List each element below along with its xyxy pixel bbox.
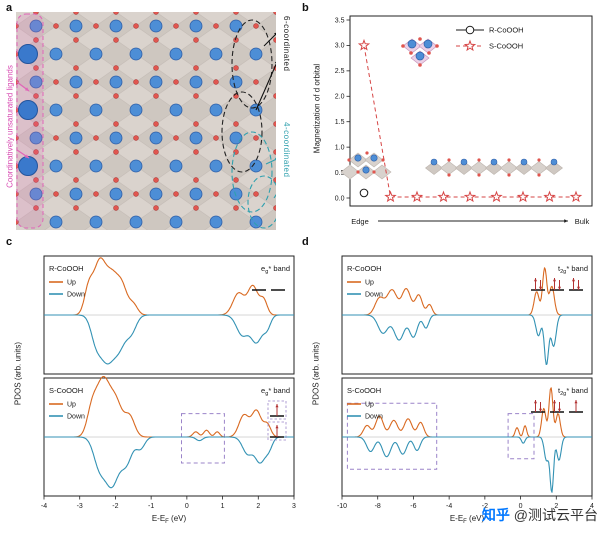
svg-text:-1: -1 xyxy=(148,503,154,510)
svg-text:2.5: 2.5 xyxy=(335,68,345,75)
svg-text:t2g* band: t2g* band xyxy=(558,264,588,275)
svg-text:Down: Down xyxy=(67,292,85,299)
svg-text:4: 4 xyxy=(590,503,594,510)
svg-text:Up: Up xyxy=(67,280,76,287)
panel-b-y-axis-label: Magnetization of d orbital xyxy=(312,63,322,154)
panel-c-pdos-chart: R-CoOOH Up Down eg* band S-CoOOH Up Down eg* ba… xyxy=(41,255,296,525)
svg-text:Up: Up xyxy=(365,280,374,287)
panel-a-six-coordinated-label: 6-coordinated xyxy=(282,16,291,72)
svg-text:0: 0 xyxy=(519,503,523,510)
svg-text:-2: -2 xyxy=(482,503,488,510)
svg-text:R-CoOOH: R-CoOOH xyxy=(347,264,382,273)
svg-text:2.0: 2.0 xyxy=(335,94,345,101)
svg-text:Bulk: Bulk xyxy=(575,217,590,226)
svg-text:0.5: 0.5 xyxy=(335,170,345,177)
svg-text:S-CoOOH: S-CoOOH xyxy=(49,386,83,395)
svg-text:Up: Up xyxy=(67,402,76,409)
svg-text:1.0: 1.0 xyxy=(335,144,345,151)
svg-text:t2g* band: t2g* band xyxy=(558,386,588,397)
panel-a-label: a xyxy=(6,2,13,14)
svg-text:S-CoOOH: S-CoOOH xyxy=(347,386,381,395)
panel-c-label: c xyxy=(6,236,13,248)
svg-text:-8: -8 xyxy=(375,503,381,510)
watermark: 知乎 @测试云平台 xyxy=(428,505,598,525)
svg-text:R-CoOOH: R-CoOOH xyxy=(489,26,524,35)
svg-text:0.0: 0.0 xyxy=(335,195,345,202)
svg-text:3.5: 3.5 xyxy=(335,17,345,24)
svg-text:Down: Down xyxy=(365,414,383,421)
svg-text:Down: Down xyxy=(365,292,383,299)
magnetization-plot: 0.0 0.5 1.0 1.5 2.0 2.5 3.0 3.5 R-CoOOH S-CoOOH Ed… xyxy=(335,15,593,226)
svg-text:eg* band: eg* band xyxy=(261,264,290,275)
svg-text:2: 2 xyxy=(256,503,260,510)
panel-a-crystal-structure xyxy=(16,12,276,230)
watermark-handle: @测试云平台 xyxy=(513,507,598,523)
svg-text:E-EF (eV): E-EF (eV) xyxy=(152,514,187,525)
panel-a-ligand-annotation: Coordinatively unsaturated ligands xyxy=(5,65,15,188)
svg-text:3.0: 3.0 xyxy=(335,43,345,50)
panel-b-magnetization-chart: 0.0 0.5 1.0 1.5 2.0 2.5 3.0 3.5 R-CoOOH S-CoOOH Ed… xyxy=(335,15,593,226)
svg-text:S-CoOOH: S-CoOOH xyxy=(489,42,523,51)
panel-d-pdos-chart: R-CoOOH Up Down t2g* band S-CoOOH Up Down t2g* … xyxy=(337,255,594,525)
svg-text:-4: -4 xyxy=(41,503,47,510)
svg-text:-6: -6 xyxy=(410,503,416,510)
svg-text:1: 1 xyxy=(221,503,225,510)
panel-d-label: d xyxy=(302,236,309,248)
svg-text:2: 2 xyxy=(554,503,558,510)
svg-text:1.5: 1.5 xyxy=(335,119,345,126)
svg-text:Up: Up xyxy=(365,402,374,409)
svg-text:Down: Down xyxy=(67,414,85,421)
svg-text:3: 3 xyxy=(292,503,296,510)
panel-a-four-coordinated-label: 4-coordinated xyxy=(282,122,291,178)
svg-text:-10: -10 xyxy=(337,503,347,510)
svg-text:-4: -4 xyxy=(446,503,452,510)
svg-text:eg* band: eg* band xyxy=(261,386,290,397)
lattice xyxy=(16,12,276,230)
pdos-plot: R-CoOOH Up Down t2g* band S-CoOOH Up Down t2g* … xyxy=(337,255,594,525)
svg-text:-2: -2 xyxy=(112,503,118,510)
svg-text:R-CoOOH: R-CoOOH xyxy=(49,264,84,273)
svg-text:Edge: Edge xyxy=(351,217,369,226)
panel-d-y-axis-label: PDOS (arb. units) xyxy=(311,341,321,406)
zhihu-logo-text: 知乎 xyxy=(481,507,510,523)
pdos-plot: R-CoOOH Up Down eg* band S-CoOOH Up Down eg* ba… xyxy=(41,255,296,525)
panel-c-y-axis-label: PDOS (arb. units) xyxy=(13,341,23,406)
svg-text:0: 0 xyxy=(185,503,189,510)
panel-b-label: b xyxy=(302,2,309,14)
svg-text:-3: -3 xyxy=(77,503,83,510)
svg-text:E-EF (eV): E-EF (eV) xyxy=(450,514,485,525)
